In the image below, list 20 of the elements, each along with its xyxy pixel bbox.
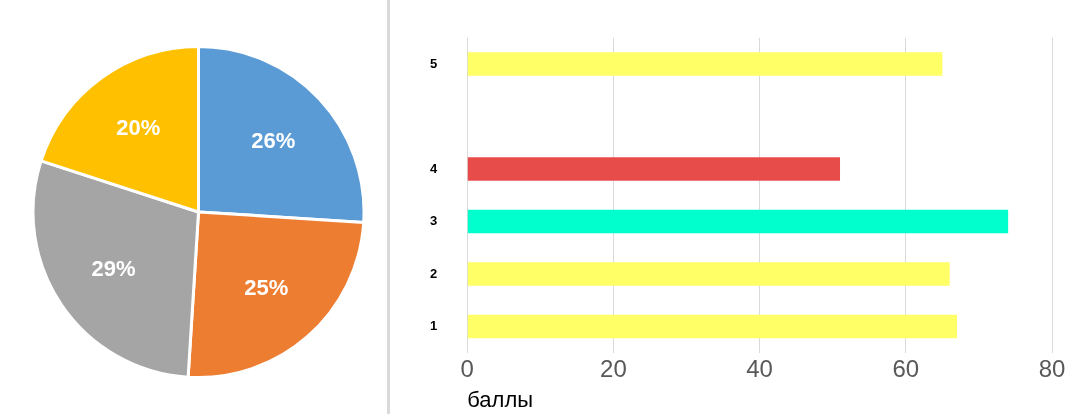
y-tick-label: 3 bbox=[430, 213, 438, 229]
x-tick-label: 60 bbox=[892, 354, 920, 382]
x-tick-label: 0 bbox=[460, 354, 474, 382]
bar bbox=[467, 157, 841, 181]
bar bbox=[467, 52, 943, 76]
data-label: 25% bbox=[244, 275, 289, 301]
bar bbox=[467, 314, 957, 339]
bar bbox=[467, 262, 950, 286]
data-label: 29% bbox=[91, 255, 136, 281]
x-axis-title: баллы bbox=[467, 386, 534, 412]
x-tick-label: 80 bbox=[1038, 354, 1066, 382]
y-tick-label: 4 bbox=[430, 160, 438, 176]
x-tick-label: 40 bbox=[746, 354, 773, 382]
y-tick-label: 2 bbox=[430, 265, 438, 281]
y-tick-label: 1 bbox=[430, 318, 438, 334]
bar bbox=[467, 209, 1009, 234]
data-label: 26% bbox=[251, 127, 296, 153]
y-tick-label: 5 bbox=[430, 55, 438, 71]
x-tick-label: 20 bbox=[600, 354, 627, 382]
data-label: 20% bbox=[116, 115, 161, 141]
